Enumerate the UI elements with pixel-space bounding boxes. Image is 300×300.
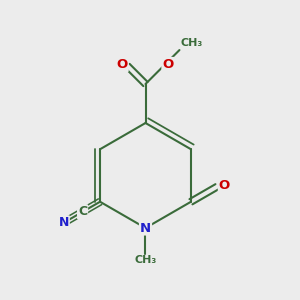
Text: N: N xyxy=(140,221,151,235)
Text: CH₃: CH₃ xyxy=(181,38,203,48)
Text: O: O xyxy=(116,58,128,71)
Text: O: O xyxy=(162,58,174,71)
Text: C: C xyxy=(78,205,87,218)
Text: CH₃: CH₃ xyxy=(134,255,157,265)
Text: O: O xyxy=(219,179,230,192)
Text: N: N xyxy=(58,216,69,229)
